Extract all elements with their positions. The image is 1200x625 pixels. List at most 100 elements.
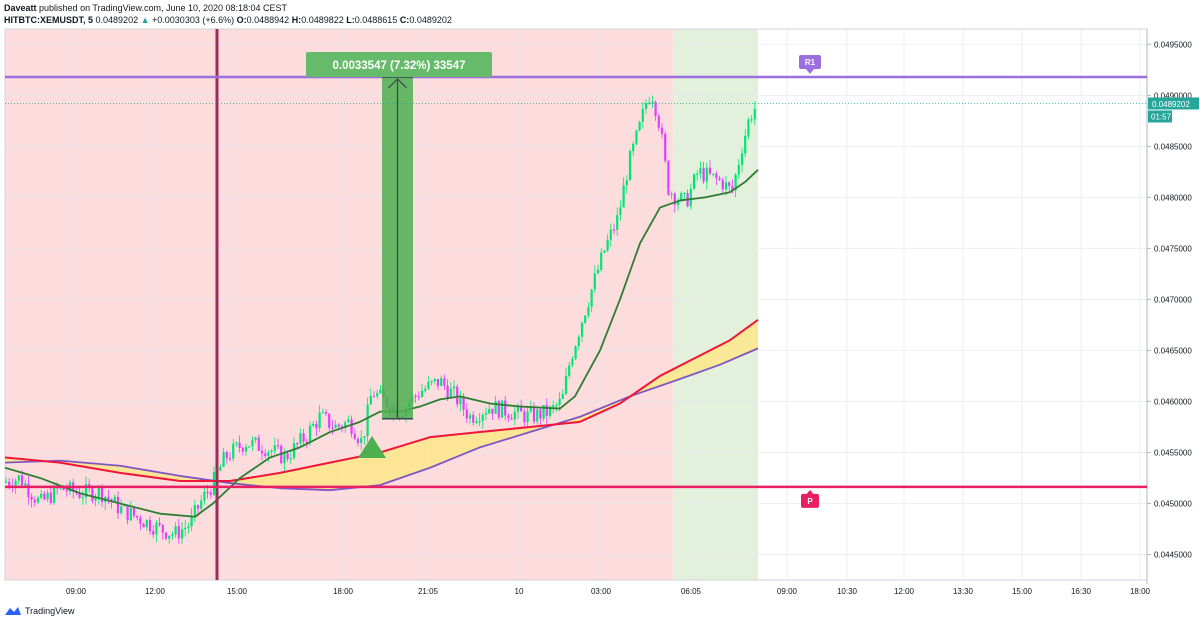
candle-body bbox=[30, 496, 33, 500]
x-tick-label: 09:00 bbox=[777, 587, 798, 596]
symbol-name[interactable]: HITBTC:XEMUSDT, 5 bbox=[4, 15, 94, 25]
x-tick-label: 15:00 bbox=[227, 587, 248, 596]
up-arrow-icon: ▲ bbox=[140, 15, 150, 25]
last-price-box bbox=[1148, 97, 1199, 110]
candle-body bbox=[139, 517, 142, 524]
candle-body bbox=[507, 415, 510, 419]
candle-body bbox=[24, 483, 27, 486]
candle-body bbox=[494, 401, 497, 414]
candle-body bbox=[622, 185, 625, 208]
candle-body bbox=[590, 289, 593, 308]
candle-body bbox=[555, 405, 558, 407]
candle-body bbox=[568, 365, 571, 376]
candle-body bbox=[609, 229, 612, 240]
candle-body bbox=[491, 408, 494, 414]
close-value: 0.0489202 bbox=[409, 15, 452, 25]
candle-body bbox=[254, 437, 257, 440]
candle-body bbox=[692, 174, 696, 189]
candle-body bbox=[414, 395, 417, 398]
candle-body bbox=[641, 108, 644, 122]
candle-body bbox=[184, 527, 187, 530]
candle-body bbox=[174, 526, 177, 535]
candle-body bbox=[203, 491, 206, 501]
candle-body bbox=[289, 457, 292, 460]
candle-body bbox=[296, 443, 299, 445]
candle-body bbox=[334, 424, 337, 428]
tradingview-logo-icon bbox=[5, 607, 21, 615]
candle-body bbox=[420, 390, 424, 397]
candle-body bbox=[638, 121, 641, 131]
candle-body bbox=[488, 408, 491, 414]
publish-line: Daveatt published on TradingView.com, Ju… bbox=[4, 3, 287, 14]
x-tick-label: 18:00 bbox=[1130, 587, 1151, 596]
candle-body bbox=[84, 484, 88, 498]
candle-body bbox=[4, 481, 8, 483]
candle-body bbox=[337, 424, 340, 427]
candle-body bbox=[715, 173, 718, 179]
candle-body bbox=[664, 133, 667, 161]
candle-body bbox=[17, 475, 20, 481]
candle-body bbox=[712, 173, 715, 175]
candle-body bbox=[481, 414, 484, 421]
candle-body bbox=[171, 534, 174, 536]
candle-body bbox=[251, 439, 254, 447]
candle-body bbox=[212, 471, 216, 495]
candle-body bbox=[580, 322, 584, 337]
candle-body bbox=[449, 388, 452, 398]
candle-body bbox=[232, 443, 235, 459]
candle-body bbox=[680, 193, 683, 202]
candle-body bbox=[14, 480, 17, 488]
candle-body bbox=[376, 392, 379, 397]
candle-body bbox=[612, 229, 616, 231]
candle-body bbox=[625, 180, 628, 186]
candle-body bbox=[27, 483, 30, 497]
candle-body bbox=[369, 396, 372, 405]
publish-info: published on TradingView.com, June 10, 2… bbox=[39, 3, 288, 13]
r1-label-pointer bbox=[806, 68, 814, 74]
candle-body bbox=[539, 409, 542, 419]
countdown-box bbox=[1148, 110, 1172, 123]
candle-body bbox=[724, 182, 728, 190]
candle-body bbox=[673, 193, 676, 205]
candle-body bbox=[436, 378, 440, 387]
tradingview-footer[interactable]: TradingView bbox=[4, 606, 75, 616]
ema-green-line bbox=[4, 169, 759, 518]
candle-body bbox=[708, 167, 712, 174]
candle-body bbox=[452, 386, 456, 389]
candle-body bbox=[737, 164, 740, 175]
candle-body bbox=[344, 422, 347, 429]
candle-body bbox=[699, 168, 702, 174]
candle-body bbox=[225, 452, 228, 459]
symbol-line: HITBTC:XEMUSDT, 5 0.0489202 ▲ +0.0030303… bbox=[4, 15, 452, 26]
candle-body bbox=[440, 378, 443, 387]
candle-body bbox=[696, 173, 699, 175]
candle-body bbox=[145, 519, 148, 528]
measure-arrow-head bbox=[388, 78, 407, 89]
candle-body bbox=[564, 375, 568, 394]
candle-body bbox=[516, 405, 520, 412]
candle-body bbox=[113, 496, 116, 502]
x-tick-label: 18:00 bbox=[333, 587, 354, 596]
candle-body bbox=[574, 346, 577, 359]
candle-body bbox=[548, 406, 552, 416]
candle-body bbox=[49, 492, 52, 503]
candle-body bbox=[33, 499, 36, 503]
candle-body bbox=[190, 515, 193, 527]
candle-body bbox=[587, 307, 590, 316]
candle-body bbox=[78, 493, 81, 499]
candle-body bbox=[97, 486, 100, 497]
candle-body bbox=[424, 388, 427, 391]
candle-body bbox=[510, 418, 513, 420]
candle-body bbox=[600, 252, 603, 270]
author-name[interactable]: Daveatt bbox=[4, 3, 37, 13]
x-tick-label: 10 bbox=[515, 587, 524, 596]
y-tick-label: 0.0480000 bbox=[1154, 193, 1192, 202]
candle-body bbox=[244, 447, 248, 452]
x-tick-label: 10:30 bbox=[837, 587, 858, 596]
y-tick-label: 0.0455000 bbox=[1154, 448, 1192, 457]
candle-body bbox=[545, 405, 548, 416]
candle-body bbox=[196, 505, 200, 509]
candle-body bbox=[571, 358, 574, 366]
candle-body bbox=[427, 381, 430, 389]
